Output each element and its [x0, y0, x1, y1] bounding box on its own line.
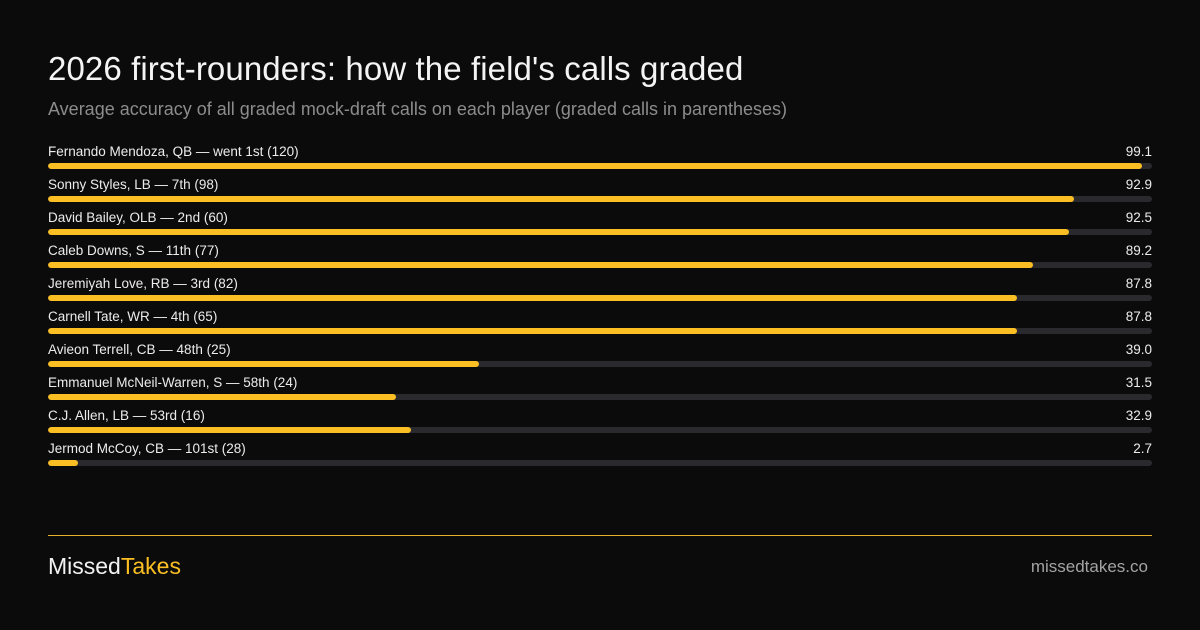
bar-label: Caleb Downs, S — 11th (77) — [48, 243, 219, 258]
brand-logo: MissedTakes — [48, 553, 181, 580]
bar-row: C.J. Allen, LB — 53rd (16) 32.9 — [48, 407, 1152, 440]
bar — [48, 163, 1143, 169]
bar-label: Fernando Mendoza, QB — went 1st (120) — [48, 144, 299, 159]
bar-row: Sonny Styles, LB — 7th (98) 92.9 — [48, 176, 1152, 209]
bar-value-label: 32.9 — [1125, 408, 1152, 423]
bar — [48, 196, 1074, 202]
chart-title: 2026 first-rounders: how the field's cal… — [48, 50, 744, 87]
bar-label: Avieon Terrell, CB — 48th (25) — [48, 342, 231, 357]
bar-row: Avieon Terrell, CB — 48th (25) 39.0 — [48, 341, 1152, 374]
bar-value-label: 89.2 — [1125, 243, 1152, 258]
bar-track — [48, 394, 1152, 400]
bar-value-label: 87.8 — [1125, 309, 1152, 324]
bar-track — [48, 328, 1152, 334]
bar-track — [48, 295, 1152, 301]
bar-label: C.J. Allen, LB — 53rd (16) — [48, 408, 205, 423]
bar-label: Jeremiyah Love, RB — 3rd (82) — [48, 276, 238, 291]
bar-chart: Fernando Mendoza, QB — went 1st (120) 99.… — [48, 143, 1152, 473]
bar-row: Jermod McCoy, CB — 101st (28) 2.7 — [48, 440, 1152, 473]
bar-label: David Bailey, OLB — 2nd (60) — [48, 210, 228, 225]
bar-label: Carnell Tate, WR — 4th (65) — [48, 309, 218, 324]
bar-track — [48, 262, 1152, 268]
footer-divider — [48, 535, 1152, 536]
bar-value-label: 99.1 — [1125, 144, 1152, 159]
bar — [48, 427, 412, 433]
bar-label: Jermod McCoy, CB — 101st (28) — [48, 441, 246, 456]
bar-value-label: 87.8 — [1125, 276, 1152, 291]
site-url: missedtakes.co — [1030, 557, 1148, 576]
bar-value-label: 92.5 — [1125, 210, 1152, 225]
bar-label: Emmanuel McNeil-Warren, S — 58th (24) — [48, 375, 298, 390]
bar-value-label: 39.0 — [1125, 342, 1152, 357]
brand-name-part1: Missed — [48, 553, 121, 579]
bar-track — [48, 460, 1152, 466]
bar-track — [48, 163, 1152, 169]
bar-row: Caleb Downs, S — 11th (77) 89.2 — [48, 242, 1152, 275]
bar-row: Jeremiyah Love, RB — 3rd (82) 87.8 — [48, 275, 1152, 308]
bar — [48, 295, 1018, 301]
chart-subtitle: Average accuracy of all graded mock-draf… — [48, 99, 788, 119]
bar-value-label: 2.7 — [1133, 441, 1152, 456]
bar-row: Emmanuel McNeil-Warren, S — 58th (24) 31.… — [48, 374, 1152, 407]
bar-row: Fernando Mendoza, QB — went 1st (120) 99.… — [48, 143, 1152, 176]
bar-track — [48, 361, 1152, 367]
brand-name-part2: Takes — [120, 553, 181, 579]
bar — [48, 328, 1018, 334]
bar — [48, 460, 78, 466]
bar-value-label: 92.9 — [1125, 177, 1152, 192]
bar — [48, 394, 396, 400]
bar-row: David Bailey, OLB — 2nd (60) 92.5 — [48, 209, 1152, 242]
bar-row: Carnell Tate, WR — 4th (65) 87.8 — [48, 308, 1152, 341]
bar-label: Sonny Styles, LB — 7th (98) — [48, 177, 219, 192]
bar-track — [48, 196, 1152, 202]
bar — [48, 262, 1033, 268]
bar — [48, 361, 479, 367]
bar-track — [48, 229, 1152, 235]
bar-value-label: 31.5 — [1125, 375, 1152, 390]
bar-track — [48, 427, 1152, 433]
bar — [48, 229, 1070, 235]
